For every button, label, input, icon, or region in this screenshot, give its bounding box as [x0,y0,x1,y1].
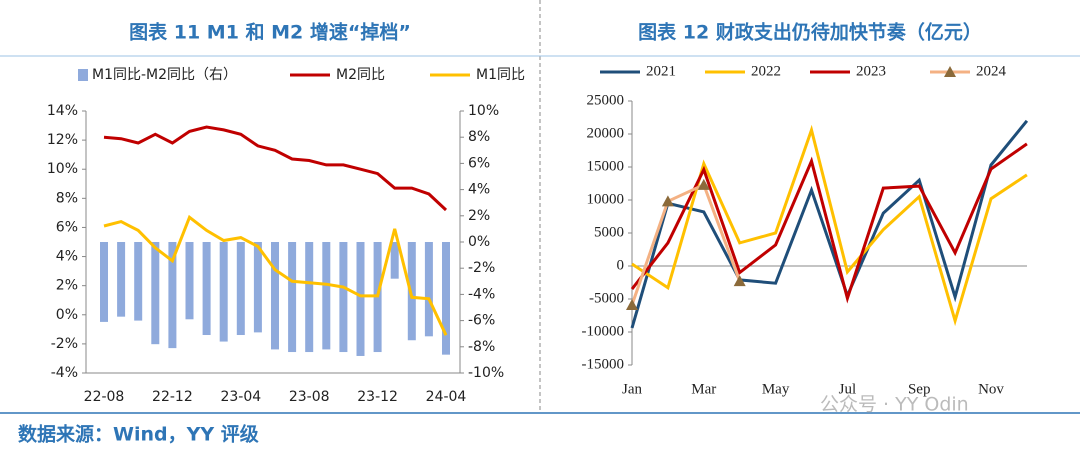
x-tick-label: 23-04 [220,389,261,405]
bar [100,242,108,322]
bar [236,242,245,336]
x-tick-label: Mar [691,381,716,397]
y2-tick-label: 8% [468,129,490,145]
bar [117,242,126,317]
y2-tick-label: -4% [468,286,495,302]
x-tick-label: 22-08 [84,389,125,405]
x-tick-label: May [762,381,790,397]
bar [134,242,143,321]
bar [322,242,331,350]
y2-tick-label: -10% [468,365,504,381]
x-tick-label: Nov [978,381,1004,397]
x-tick-label: Jan [622,381,642,397]
y2-tick-label: -8% [468,339,495,355]
bar [288,242,297,353]
y-tick-label: 20000 [587,125,625,141]
legend-label: M1同比 [476,67,525,83]
legend-label: M1同比-M2同比（右） [92,67,237,83]
y-tick-label: 15000 [587,158,625,174]
y2-tick-label: -6% [468,313,495,329]
x-tick-label: Jul [839,381,857,397]
y2-tick-label: -2% [468,260,495,276]
bar [305,242,314,353]
marker [626,298,638,310]
bar [442,242,450,355]
y2-tick-label: 10% [468,103,499,119]
line [630,142,1028,304]
bar [202,242,211,336]
y-tick-label: 8% [56,190,78,206]
bar [151,242,160,345]
x-tick-label: 23-08 [289,389,330,405]
y2-tick-label: 2% [468,208,490,224]
y2-tick-label: 6% [468,155,490,171]
line [630,182,742,306]
x-tick-label: 23-12 [357,389,398,405]
y-tick-label: -4% [51,365,78,381]
y-tick-label: 14% [47,103,78,119]
bar [219,242,228,342]
legend-label: 2023 [856,63,886,79]
y-tick-label: -15000 [582,356,625,372]
bar [185,242,194,320]
y-tick-label: 0% [56,307,78,323]
bar [271,242,279,350]
bar [253,242,262,333]
bar [168,242,177,349]
bar [424,242,433,337]
legend-marker [944,66,956,77]
y-tick-label: 0 [617,257,625,273]
y-tick-label: 25000 [587,92,625,108]
y-tick-label: 5000 [594,224,624,240]
line [630,119,1029,329]
y2-tick-label: 0% [468,234,490,250]
y-tick-label: 10000 [587,191,625,207]
bar [356,242,365,356]
line [103,214,448,336]
line [103,125,448,212]
y-tick-label: -5000 [589,290,624,306]
legend-label: 2024 [976,63,1007,79]
legend-label: 2021 [646,63,676,79]
legend-label: M2同比 [336,67,385,83]
y-tick-label: 10% [47,161,78,177]
bar [390,242,399,279]
legend-label: 2022 [751,63,781,79]
marker [661,195,674,207]
bar [339,242,348,353]
y-tick-label: 2% [56,278,78,294]
y-tick-label: -2% [51,336,78,352]
source: 数据来源：Wind，YY 评级 [18,423,259,446]
y2-tick-label: 4% [468,182,490,198]
y-tick-label: 12% [47,132,78,148]
x-tick-label: Sep [908,381,931,397]
x-tick-label: 24-04 [426,389,467,405]
marker [697,178,710,190]
x-tick-label: 22-12 [152,389,193,405]
y-tick-label: -10000 [582,323,625,339]
marker [733,275,746,287]
legend-swatch [78,69,88,81]
y-tick-label: 4% [56,249,78,265]
chart-title: 图表 11 M1 和 M2 增速“掉档” [129,21,411,44]
y-tick-label: 6% [56,219,78,235]
watermark: 公众号 · YY Odin [820,394,969,416]
chart-title: 图表 12 财政支出仍待加快节奏（亿元） [638,21,982,44]
